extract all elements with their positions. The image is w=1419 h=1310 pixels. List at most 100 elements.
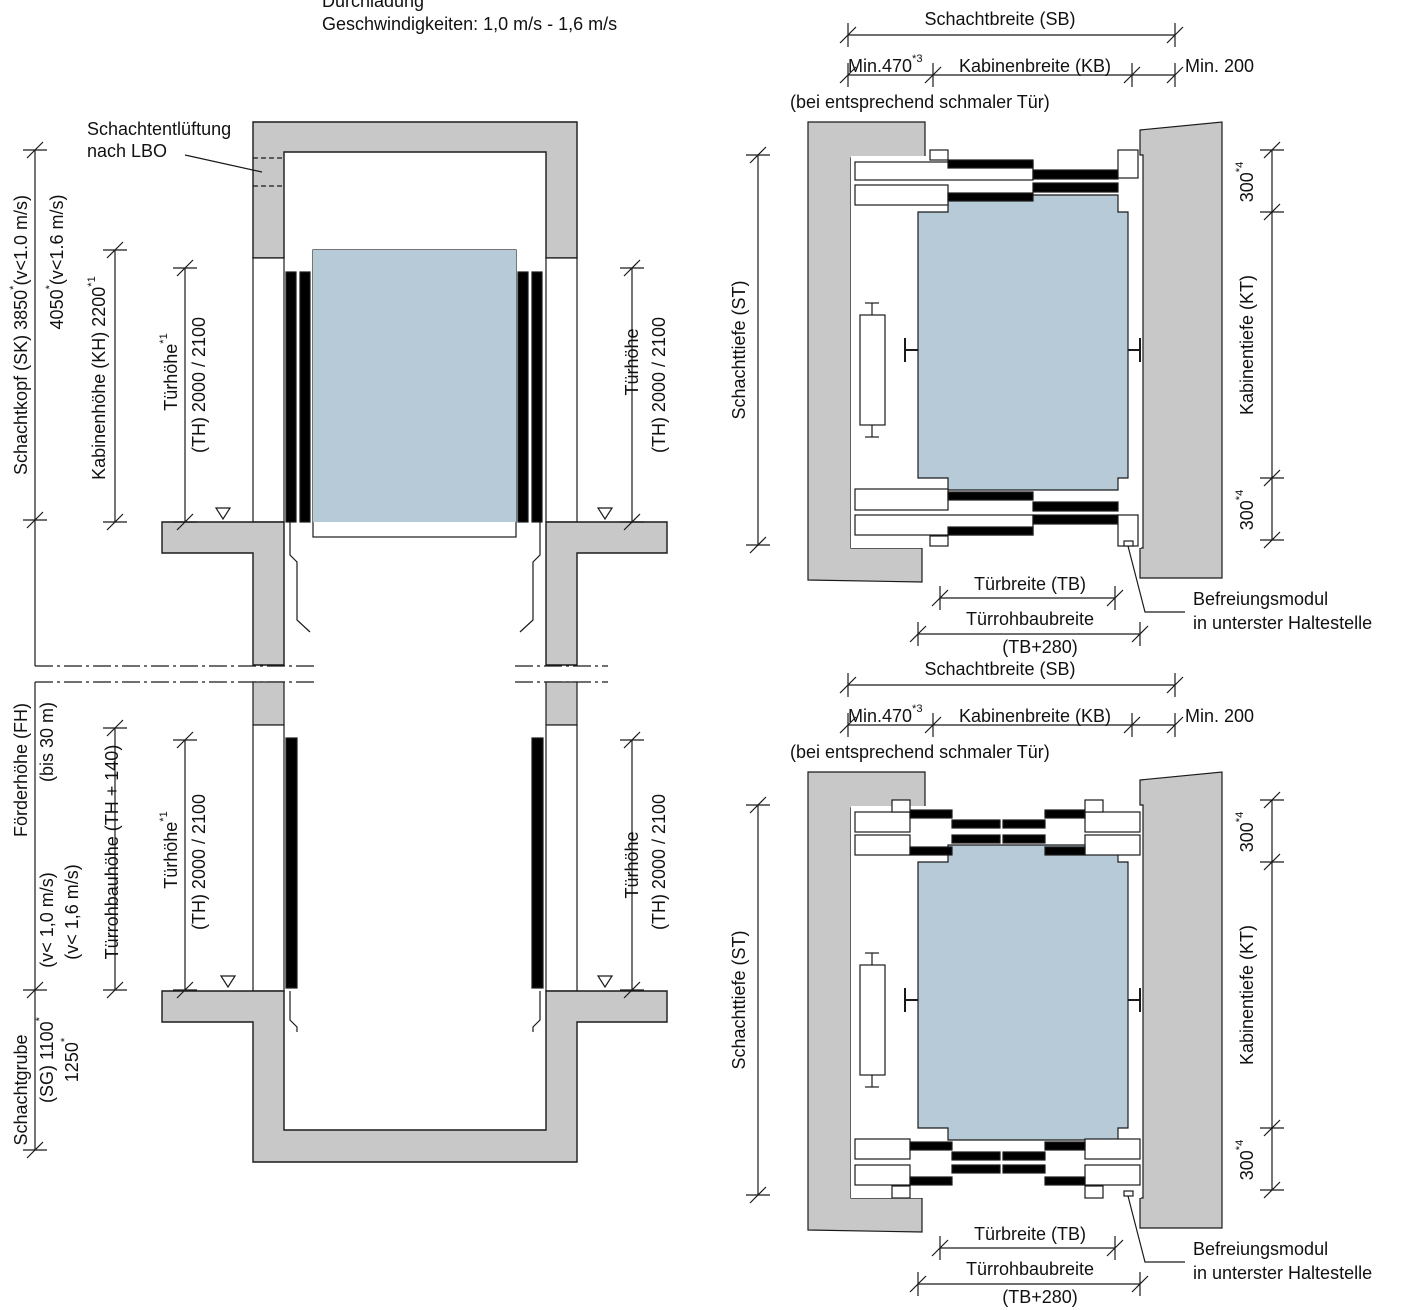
door-panel [951, 1151, 1001, 1161]
wall [252, 681, 285, 726]
label: Befreiungsmodul [1193, 1239, 1328, 1259]
door-leaf [854, 184, 949, 206]
label: Schachttiefe (ST) [729, 280, 749, 419]
label: (bei entsprechend schmaler Tür) [790, 92, 1050, 112]
label-text: Schachtkopf (SK) 3850 [11, 290, 31, 475]
label-superscript: * [59, 1037, 71, 1042]
door-panel [1002, 834, 1046, 844]
label: Schachtbreite (SB) [924, 9, 1075, 29]
level-marker [596, 507, 614, 521]
door-panel [1032, 501, 1119, 512]
door-panel [285, 737, 298, 989]
door-frame [1117, 149, 1139, 179]
level-marker [219, 975, 237, 989]
door-panel [285, 271, 297, 523]
door-leaf [854, 811, 911, 833]
label-text: Türhöhe [161, 344, 181, 411]
label: (TH) 2000 / 2100 [189, 317, 209, 453]
label: Befreiungsmodul [1193, 589, 1328, 609]
label: 300*4 [1234, 812, 1257, 853]
label: 300*4 [1234, 490, 1257, 531]
leader-line [1127, 545, 1185, 613]
release-module [1123, 540, 1134, 547]
door-panel [531, 271, 543, 523]
label-superscript: *3 [912, 703, 923, 715]
door-leaf [1084, 1138, 1141, 1160]
label-text: 300 [1237, 1150, 1257, 1180]
label-text: 300 [1237, 822, 1257, 852]
label: 1250* [59, 1037, 82, 1082]
door-panel [1032, 514, 1119, 525]
label-superscript: * [34, 1016, 46, 1021]
shaft-wall [1139, 771, 1223, 1229]
label: Schachttiefe (ST) [729, 930, 749, 1069]
door-sill [519, 522, 541, 633]
label-superscript: * [8, 285, 20, 290]
door-leaf [854, 1138, 911, 1160]
door-panel [947, 526, 1034, 536]
label-superscript: *4 [1234, 812, 1246, 823]
label: (TH) 2000 / 2100 [649, 794, 669, 930]
label-text: Min.470 [848, 56, 912, 76]
wall [545, 257, 578, 523]
door-panel [531, 737, 544, 989]
cabin [917, 194, 1129, 491]
label-superscript: *4 [1234, 490, 1246, 501]
label-text: 1250 [62, 1042, 82, 1082]
leader-line [184, 154, 263, 173]
door-frame [891, 799, 911, 813]
shaft-head-slab [252, 121, 578, 259]
label-superscript: *3 [912, 53, 923, 65]
label: Min.470*3 [848, 53, 923, 76]
cabin [313, 250, 516, 522]
label: (v< 1,0 m/s) [37, 872, 57, 968]
label: Schachtbreite (SB) [924, 659, 1075, 679]
leader-line [1127, 1195, 1185, 1263]
door-frame [891, 1185, 911, 1199]
label-text: Min.470 [848, 706, 912, 726]
label: Schachtentlüftung [87, 119, 231, 139]
label: Kabinenbreite (KB) [959, 56, 1111, 76]
label-superscript: * [44, 284, 56, 289]
label: Schachtkopf (SK) 3850*(v<1.0 m/s) [8, 195, 31, 475]
label-superscript: *1 [86, 276, 98, 287]
header-text: Geschwindigkeiten: 1,0 m/s - 1,6 m/s [322, 14, 617, 34]
floor-slab [545, 521, 668, 666]
door-panel [517, 271, 529, 523]
door-leaf [854, 1164, 911, 1186]
label-text: Türhöhe [161, 822, 181, 889]
label: (TB+280) [1002, 637, 1078, 657]
door-frame [929, 149, 949, 161]
label: (TH) 2000 / 2100 [189, 794, 209, 930]
label: Türhöhe [622, 328, 642, 395]
door-panel [299, 271, 311, 523]
wall [252, 724, 285, 992]
shaft-wall [1139, 121, 1223, 579]
door-sill [532, 991, 541, 1032]
door-panel [909, 1176, 953, 1186]
label: Türbreite (TB) [974, 1224, 1086, 1244]
label: (TB+280) [1002, 1287, 1078, 1307]
label: Türrohbaubreite [966, 1259, 1094, 1279]
door-panel [1044, 809, 1086, 819]
door-panel [1002, 1164, 1046, 1174]
label: in unterster Haltestelle [1193, 1263, 1372, 1283]
label: Kabinentiefe (KT) [1237, 925, 1257, 1065]
level-marker [596, 975, 614, 989]
door-leaf [854, 488, 949, 511]
label: Türhöhe*1 [158, 333, 181, 411]
door-panel [909, 846, 953, 856]
door-leaf [1084, 811, 1141, 833]
door-panel [1032, 182, 1119, 193]
door-leaf [1084, 834, 1141, 856]
label-text: Kabinenhöhe (KH) 2200 [89, 287, 109, 480]
door-panel [1002, 1151, 1046, 1161]
label-text: 300 [1237, 500, 1257, 530]
shaft-pit [161, 990, 668, 1163]
label-text: 300 [1237, 172, 1257, 202]
door-frame [929, 535, 949, 547]
door-panel [951, 1164, 1001, 1174]
label: Schachtgrube [11, 1034, 31, 1145]
